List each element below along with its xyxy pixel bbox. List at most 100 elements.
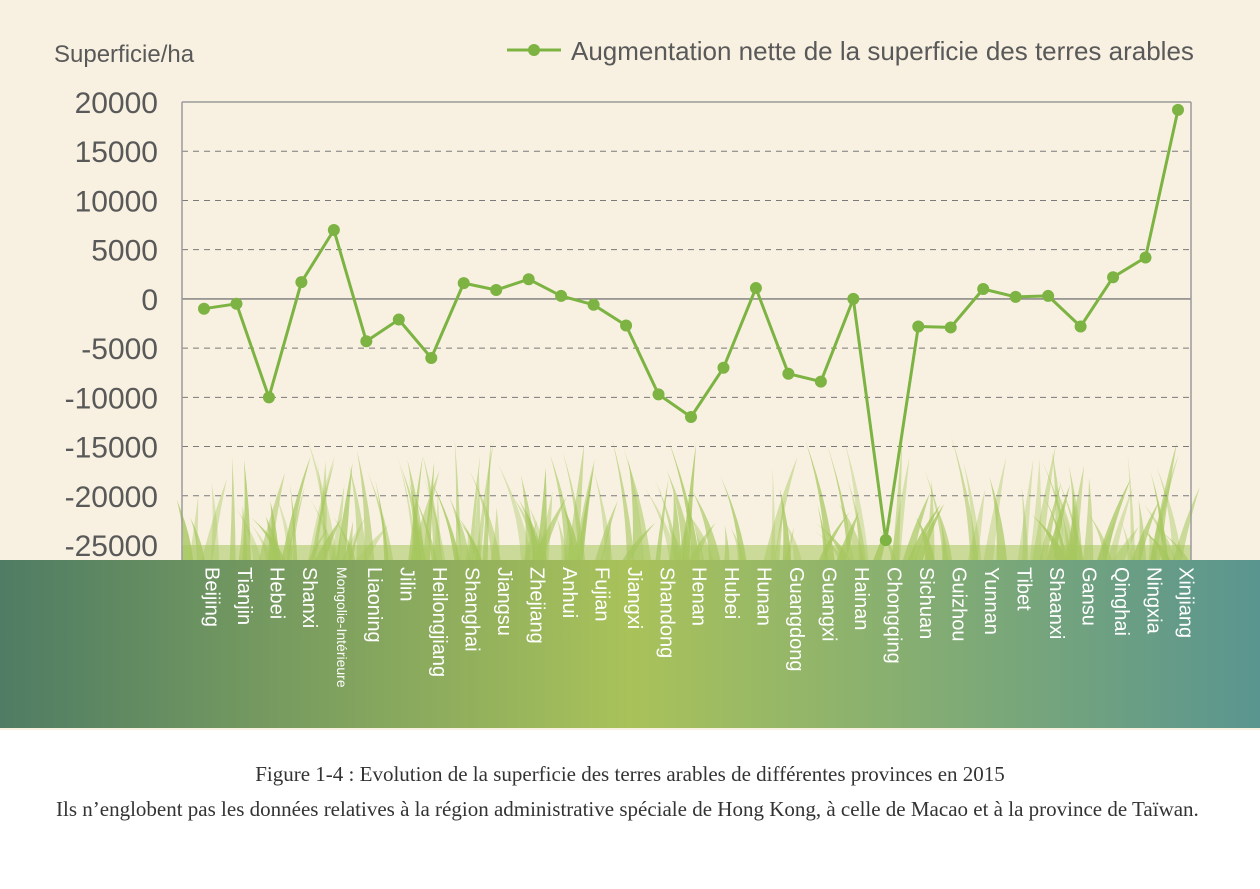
grass-blade bbox=[779, 488, 792, 560]
x-tick-label: Xinjiang bbox=[1175, 567, 1197, 638]
grass-blade bbox=[805, 440, 835, 560]
grass-blade bbox=[655, 479, 669, 560]
data-point bbox=[327, 223, 340, 236]
grass-blade bbox=[421, 471, 446, 560]
data-point bbox=[262, 391, 275, 404]
grass-blade bbox=[422, 461, 435, 560]
grass-blade bbox=[669, 491, 682, 560]
data-point bbox=[587, 298, 600, 311]
x-tick-label: Jiangsu bbox=[493, 567, 515, 636]
grass-blade bbox=[408, 484, 437, 560]
grass-blade bbox=[666, 436, 700, 560]
grass-blade bbox=[475, 439, 494, 560]
data-point bbox=[912, 320, 925, 333]
grass-blade bbox=[335, 462, 353, 560]
data-series bbox=[198, 103, 1184, 547]
grass-blade bbox=[1156, 467, 1183, 560]
data-point bbox=[1139, 251, 1152, 264]
grass-blade bbox=[1150, 454, 1179, 560]
data-point bbox=[392, 313, 405, 326]
y-tick-label: 15000 bbox=[75, 136, 158, 169]
grass-blade bbox=[189, 495, 199, 560]
data-point bbox=[1172, 103, 1184, 116]
y-tick-label: 10000 bbox=[75, 185, 158, 218]
data-point bbox=[782, 367, 795, 380]
x-tick-label: Yunnan bbox=[980, 567, 1002, 635]
grass-blade bbox=[1150, 470, 1169, 560]
grass-blade bbox=[1127, 453, 1136, 560]
legend: Augmentation nette de la superficie des … bbox=[507, 36, 1194, 66]
grass-blade bbox=[349, 465, 367, 560]
x-tick-label: Mongolie-Intérieure bbox=[334, 567, 350, 688]
x-tick-label: Zhejiang bbox=[525, 567, 547, 644]
x-tick-label: Guangxi bbox=[818, 567, 840, 642]
plot-frame bbox=[181, 101, 1192, 560]
grass-blade bbox=[454, 438, 461, 560]
grass-blade bbox=[989, 476, 1007, 560]
x-tick-label: Tianjin bbox=[233, 567, 255, 625]
x-tick-label: Qinghai bbox=[1110, 567, 1132, 636]
data-point bbox=[944, 321, 957, 334]
data-point bbox=[814, 375, 827, 388]
x-tick-label: Hubei bbox=[720, 567, 742, 619]
grass-blade bbox=[720, 476, 747, 560]
grass-blade bbox=[367, 471, 394, 560]
data-point bbox=[977, 283, 990, 296]
x-tick-label: Sichuan bbox=[915, 567, 937, 639]
grass-blade bbox=[623, 447, 651, 560]
grass-blade bbox=[826, 442, 854, 560]
y-tick-label: -15000 bbox=[65, 432, 158, 465]
grass-blade bbox=[1173, 486, 1200, 560]
grass-blade bbox=[1107, 487, 1134, 560]
grass-blade bbox=[643, 486, 679, 560]
data-point bbox=[1107, 271, 1120, 284]
x-tick-label: Tibet bbox=[1012, 567, 1034, 611]
data-point bbox=[717, 361, 730, 374]
category-band-background bbox=[0, 560, 1260, 728]
grass-decoration bbox=[176, 435, 1200, 560]
grass-blade bbox=[593, 470, 613, 560]
grass-blade bbox=[1021, 487, 1029, 560]
x-tick-label: Jiangxi bbox=[623, 567, 645, 629]
data-point bbox=[847, 292, 860, 305]
data-point bbox=[879, 534, 892, 547]
data-point bbox=[620, 319, 633, 332]
chart-figure: 20000 15000 10000 5000 0 -5000 -10000 -15000 -20… bbox=[0, 0, 1260, 730]
y-tick-label: -25000 bbox=[65, 530, 158, 563]
y-tick-label: 20000 bbox=[75, 87, 158, 120]
data-point bbox=[749, 282, 762, 295]
grass-blade bbox=[258, 472, 285, 560]
grass-blade bbox=[1083, 477, 1094, 560]
grass-blade bbox=[612, 439, 635, 560]
grass-blade bbox=[1097, 478, 1132, 560]
grass-blade bbox=[983, 457, 1007, 560]
x-tick-label: Hainan bbox=[850, 567, 872, 630]
x-tick-labels: Beijing Tianjin Hebei Shanxi Mongolie-Intéri… bbox=[201, 567, 1197, 688]
y-tick-label: -20000 bbox=[65, 481, 158, 514]
grass-blade bbox=[1017, 459, 1034, 560]
data-point bbox=[1074, 320, 1087, 333]
figure-note: Ils n’englobent pas les données relative… bbox=[56, 797, 1199, 821]
grass-blade bbox=[356, 450, 375, 560]
x-tick-label: Shaanxi bbox=[1045, 567, 1067, 639]
x-tick-label: Jilin bbox=[396, 567, 418, 601]
grass-blade bbox=[1065, 465, 1085, 560]
grass-blade bbox=[316, 458, 328, 560]
y-tick-label: 0 bbox=[141, 284, 158, 317]
y-tick-label: -5000 bbox=[81, 333, 158, 366]
x-tick-label: Beijing bbox=[201, 567, 223, 627]
grass-blade bbox=[497, 463, 533, 560]
data-point bbox=[360, 335, 373, 348]
grass-blade bbox=[1029, 458, 1042, 560]
grass-blade bbox=[472, 471, 481, 560]
data-point bbox=[198, 302, 210, 315]
x-tick-label: Guizhou bbox=[947, 567, 969, 642]
line-chart: 20000 15000 10000 5000 0 -5000 -10000 -15000 -20… bbox=[0, 36, 1260, 728]
data-point bbox=[425, 351, 438, 364]
grass-blade bbox=[691, 489, 721, 560]
grass-blade bbox=[1042, 461, 1073, 560]
grass-blade bbox=[536, 467, 547, 560]
data-point bbox=[1009, 290, 1022, 303]
y-tick-labels: 20000 15000 10000 5000 0 -5000 -10000 -15000 -20… bbox=[65, 87, 158, 563]
data-point bbox=[1042, 289, 1055, 302]
